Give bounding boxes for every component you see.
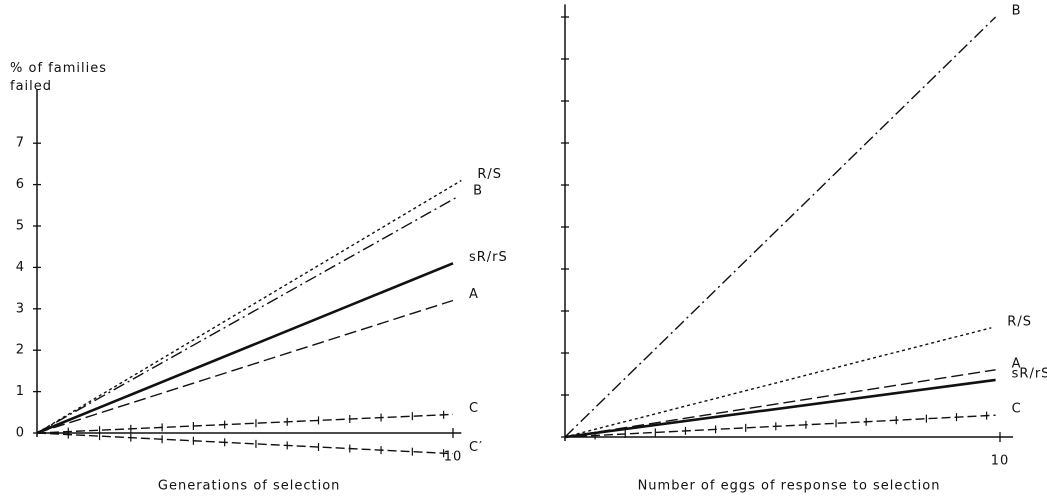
series-label: C xyxy=(469,401,479,416)
series-label: sR/rS xyxy=(1012,366,1047,381)
y-tick-label: 6 xyxy=(16,177,25,192)
series-line xyxy=(36,413,454,434)
x-axis-label: Generations of selection xyxy=(158,479,341,494)
series-label: R/S xyxy=(477,167,502,182)
series-line xyxy=(564,378,996,439)
y-tick-label: 4 xyxy=(16,260,25,275)
y-tick-label: 3 xyxy=(16,301,25,316)
series-label: R/S xyxy=(1007,314,1032,329)
series-label: A xyxy=(469,287,479,302)
series-label: sR/rS xyxy=(469,250,508,265)
series-label: A xyxy=(1012,356,1022,371)
series-label: B xyxy=(1012,4,1022,19)
y-tick-label: 7 xyxy=(16,136,25,151)
series-line xyxy=(564,16,997,438)
y-tick-label: 5 xyxy=(16,219,25,234)
y-axis-label: % of families failed xyxy=(10,61,107,94)
x-axis-label: Number of eggs of response to selection xyxy=(638,479,941,494)
series-label: C xyxy=(1012,402,1022,417)
y-tick-label: 2 xyxy=(16,343,25,358)
series-line xyxy=(36,299,454,434)
series-label: C′ xyxy=(469,440,483,455)
series-line xyxy=(564,369,996,438)
series-line xyxy=(564,327,992,438)
x-tick-label: 10 xyxy=(444,450,463,465)
series-line xyxy=(36,179,462,434)
series-line xyxy=(36,432,454,455)
y-tick-label: 0 xyxy=(16,426,25,441)
series-line xyxy=(36,196,458,434)
series-line xyxy=(564,414,996,438)
series-label: B xyxy=(473,184,483,199)
series-line xyxy=(36,262,454,435)
x-tick-label: 10 xyxy=(991,454,1010,469)
y-tick-label: 1 xyxy=(16,384,25,399)
